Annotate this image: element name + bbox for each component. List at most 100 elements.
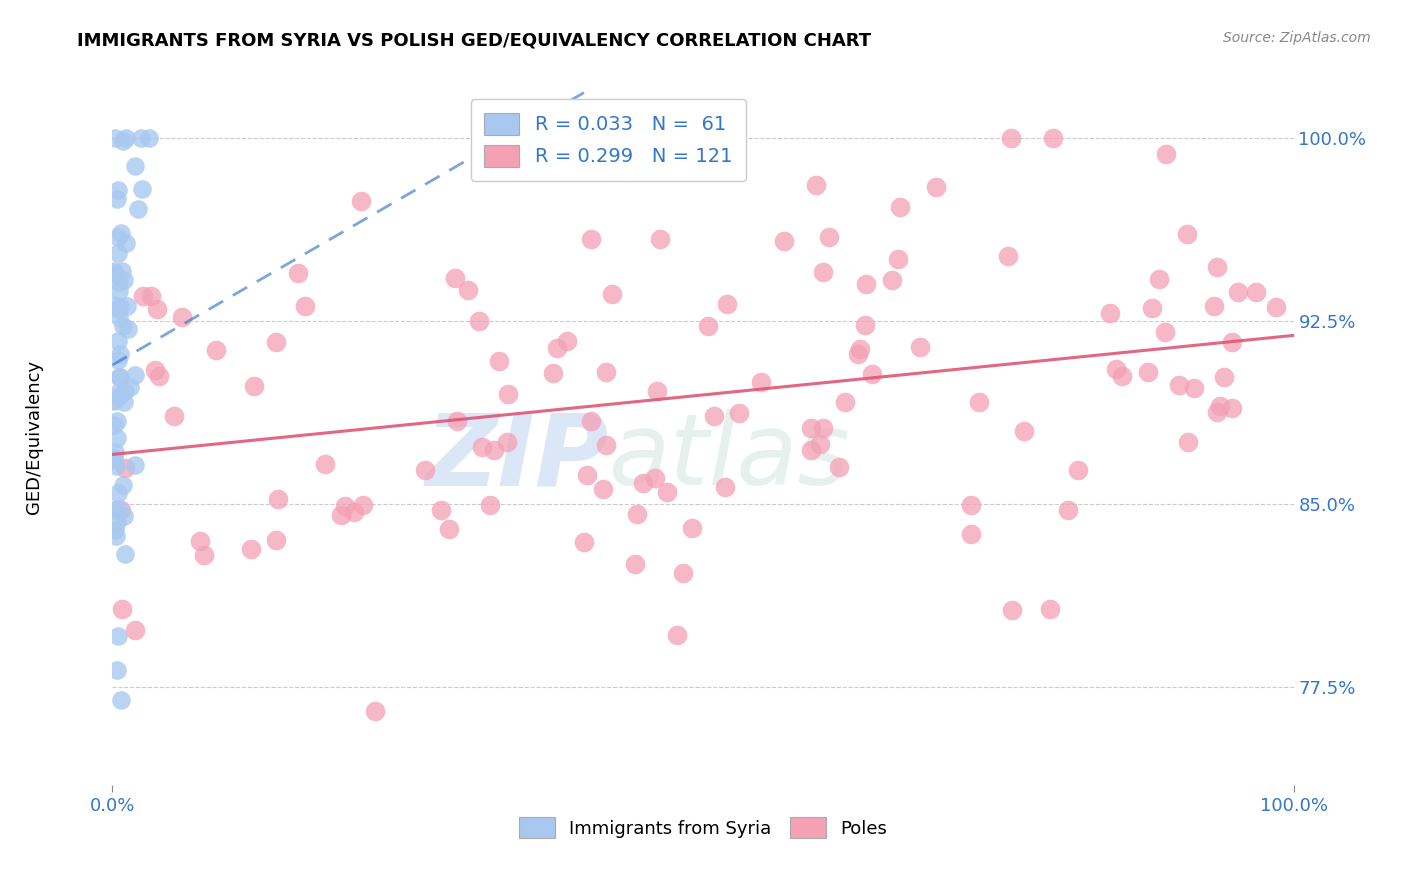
Point xyxy=(108,347,131,361)
Point xyxy=(104,458,127,473)
Point xyxy=(665,628,688,642)
Point xyxy=(103,417,125,432)
Point xyxy=(595,365,617,379)
Text: atlas: atlas xyxy=(609,409,851,507)
Point xyxy=(1111,369,1133,384)
Point xyxy=(193,549,215,563)
Point xyxy=(457,284,479,298)
Point xyxy=(1227,285,1250,300)
Point xyxy=(849,343,872,357)
Y-axis label: GED/Equivalency: GED/Equivalency xyxy=(25,360,44,514)
Point xyxy=(111,264,134,278)
Point xyxy=(114,547,136,561)
Point xyxy=(163,409,186,424)
Point xyxy=(1220,401,1243,415)
Point xyxy=(294,299,316,313)
Point xyxy=(117,321,139,335)
Point xyxy=(626,507,648,521)
Point xyxy=(959,498,981,512)
Point xyxy=(350,194,373,208)
Point xyxy=(107,230,129,244)
Point xyxy=(600,287,623,301)
Point xyxy=(188,533,211,548)
Point xyxy=(107,502,129,516)
Point xyxy=(111,319,134,334)
Point xyxy=(115,299,138,313)
Point xyxy=(124,368,146,382)
Point xyxy=(969,395,991,409)
Point xyxy=(105,663,128,677)
Point xyxy=(495,434,517,449)
Point xyxy=(773,234,796,248)
Point xyxy=(960,527,983,541)
Point xyxy=(925,180,948,194)
Point xyxy=(633,476,655,491)
Point xyxy=(103,452,125,467)
Point xyxy=(104,523,127,537)
Point xyxy=(333,499,356,513)
Point xyxy=(124,159,146,173)
Point xyxy=(342,505,364,519)
Point xyxy=(138,131,160,145)
Point xyxy=(103,266,125,280)
Point xyxy=(882,272,904,286)
Point xyxy=(242,378,264,392)
Point xyxy=(107,245,129,260)
Point xyxy=(800,421,823,435)
Point xyxy=(1137,365,1160,379)
Point xyxy=(108,284,131,298)
Point xyxy=(716,297,738,311)
Text: Source: ZipAtlas.com: Source: ZipAtlas.com xyxy=(1223,31,1371,45)
Point xyxy=(655,484,678,499)
Point xyxy=(648,232,671,246)
Point xyxy=(131,182,153,196)
Point xyxy=(644,471,666,485)
Point xyxy=(107,629,129,643)
Point xyxy=(108,275,131,289)
Point xyxy=(546,341,568,355)
Point xyxy=(908,340,931,354)
Point xyxy=(287,267,309,281)
Point xyxy=(1154,325,1177,339)
Point xyxy=(114,272,136,286)
Point xyxy=(808,437,831,451)
Point xyxy=(124,458,146,472)
Point xyxy=(681,521,703,535)
Point xyxy=(1067,462,1090,476)
Point xyxy=(1182,381,1205,395)
Point xyxy=(105,431,128,445)
Point xyxy=(1177,435,1199,450)
Legend: Immigrants from Syria, Poles: Immigrants from Syria, Poles xyxy=(512,810,894,846)
Point xyxy=(1244,285,1267,300)
Point xyxy=(104,268,127,282)
Point xyxy=(172,310,194,324)
Point xyxy=(112,508,135,523)
Point xyxy=(1149,271,1171,285)
Point xyxy=(1265,300,1288,314)
Point xyxy=(541,366,564,380)
Point xyxy=(107,301,129,316)
Point xyxy=(105,529,128,543)
Point xyxy=(713,480,735,494)
Point xyxy=(1099,305,1122,319)
Point xyxy=(108,370,131,384)
Point xyxy=(468,314,491,328)
Point xyxy=(124,623,146,637)
Point xyxy=(446,414,468,428)
Point xyxy=(1000,131,1022,145)
Point xyxy=(579,232,602,246)
Point xyxy=(103,503,125,517)
Point xyxy=(143,363,166,377)
Point xyxy=(488,354,510,368)
Point xyxy=(314,458,336,472)
Point xyxy=(1205,404,1227,418)
Point xyxy=(855,277,877,291)
Text: IMMIGRANTS FROM SYRIA VS POLISH GED/EQUIVALENCY CORRELATION CHART: IMMIGRANTS FROM SYRIA VS POLISH GED/EQUI… xyxy=(77,31,872,49)
Point xyxy=(413,463,436,477)
Point xyxy=(205,343,228,357)
Point xyxy=(114,384,136,398)
Point xyxy=(107,334,129,349)
Point xyxy=(103,394,125,409)
Point xyxy=(576,467,599,482)
Point xyxy=(1001,603,1024,617)
